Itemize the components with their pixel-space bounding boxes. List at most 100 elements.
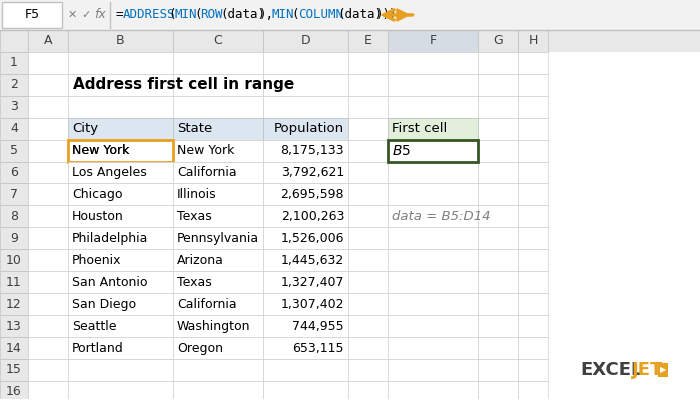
Bar — [68, 118, 173, 140]
Bar — [478, 293, 518, 315]
Bar — [28, 227, 68, 249]
Bar — [518, 30, 548, 52]
Bar — [388, 337, 478, 359]
Bar — [68, 271, 173, 293]
Text: 3: 3 — [10, 100, 18, 113]
Text: (: ( — [194, 8, 202, 22]
Text: 10: 10 — [6, 254, 22, 267]
Text: ROW: ROW — [200, 8, 223, 22]
Text: $B$5: $B$5 — [392, 144, 411, 158]
Bar — [348, 315, 388, 337]
Bar — [478, 249, 518, 271]
Text: 1,445,632: 1,445,632 — [281, 254, 344, 267]
Bar — [173, 118, 263, 140]
Bar — [388, 52, 478, 74]
Text: D: D — [301, 34, 310, 47]
Bar — [478, 184, 518, 206]
Bar — [263, 96, 348, 118]
Bar — [263, 227, 348, 249]
Bar — [518, 315, 548, 337]
Text: Chicago: Chicago — [72, 188, 122, 201]
Text: New York: New York — [177, 144, 234, 157]
Bar — [173, 140, 263, 162]
Bar — [518, 381, 548, 400]
Text: (: ( — [168, 8, 176, 22]
Bar — [263, 162, 348, 184]
Bar — [0, 381, 28, 400]
Bar — [173, 206, 263, 227]
Bar — [0, 293, 28, 315]
Bar — [388, 249, 478, 271]
Text: Washington: Washington — [177, 320, 251, 332]
Bar — [388, 96, 478, 118]
Text: H: H — [528, 34, 538, 47]
Text: California: California — [177, 166, 237, 179]
Bar — [28, 206, 68, 227]
Text: Portland: Portland — [72, 342, 124, 354]
Text: Illinois: Illinois — [177, 188, 216, 201]
Text: Address first cell in range: Address first cell in range — [73, 77, 294, 92]
Bar — [478, 381, 518, 400]
Text: MIN: MIN — [272, 8, 295, 22]
Bar — [68, 227, 173, 249]
Bar — [173, 162, 263, 184]
Text: )): )) — [376, 8, 391, 22]
Bar — [68, 206, 173, 227]
Text: 744,955: 744,955 — [293, 320, 344, 332]
Bar — [28, 74, 68, 96]
Bar — [173, 227, 263, 249]
Text: fx: fx — [94, 8, 106, 22]
Bar — [0, 118, 28, 140]
Bar — [388, 206, 478, 227]
Bar — [68, 52, 173, 74]
Bar — [0, 96, 28, 118]
Bar — [0, 315, 28, 337]
Bar — [173, 140, 263, 162]
Bar — [388, 227, 478, 249]
Bar — [348, 140, 388, 162]
Bar — [388, 359, 478, 381]
Bar — [173, 293, 263, 315]
Bar — [68, 249, 173, 271]
Bar — [173, 74, 263, 96]
Bar — [0, 30, 28, 52]
Text: Arizona: Arizona — [177, 254, 224, 267]
Text: Phoenix: Phoenix — [72, 254, 122, 267]
Bar — [68, 162, 173, 184]
Text: San Antonio: San Antonio — [72, 276, 148, 289]
Bar — [68, 206, 173, 227]
Text: 9: 9 — [10, 232, 18, 245]
Bar — [388, 315, 478, 337]
Bar — [658, 363, 668, 377]
Bar — [348, 30, 388, 52]
Text: 653,115: 653,115 — [293, 342, 344, 354]
Bar — [263, 52, 348, 74]
Bar — [478, 359, 518, 381]
Bar — [173, 249, 263, 271]
Bar — [173, 96, 263, 118]
Bar — [28, 271, 68, 293]
Bar — [263, 162, 348, 184]
Bar — [348, 227, 388, 249]
Bar — [263, 184, 348, 206]
Bar — [0, 206, 28, 227]
Bar — [348, 249, 388, 271]
Bar — [518, 184, 548, 206]
Bar — [173, 249, 263, 271]
Text: A: A — [43, 34, 52, 47]
Bar — [0, 0, 700, 30]
Bar — [28, 249, 68, 271]
Text: ▶: ▶ — [659, 366, 666, 374]
Bar — [518, 118, 548, 140]
Bar — [68, 74, 173, 96]
Text: 15: 15 — [6, 364, 22, 376]
Bar — [68, 271, 173, 293]
Bar — [173, 206, 263, 227]
Text: Oregon: Oregon — [177, 342, 223, 354]
Bar — [263, 315, 348, 337]
Text: (data): (data) — [337, 8, 382, 22]
Text: Texas: Texas — [177, 276, 211, 289]
Bar — [388, 74, 478, 96]
Bar — [173, 118, 263, 140]
Bar — [263, 206, 348, 227]
